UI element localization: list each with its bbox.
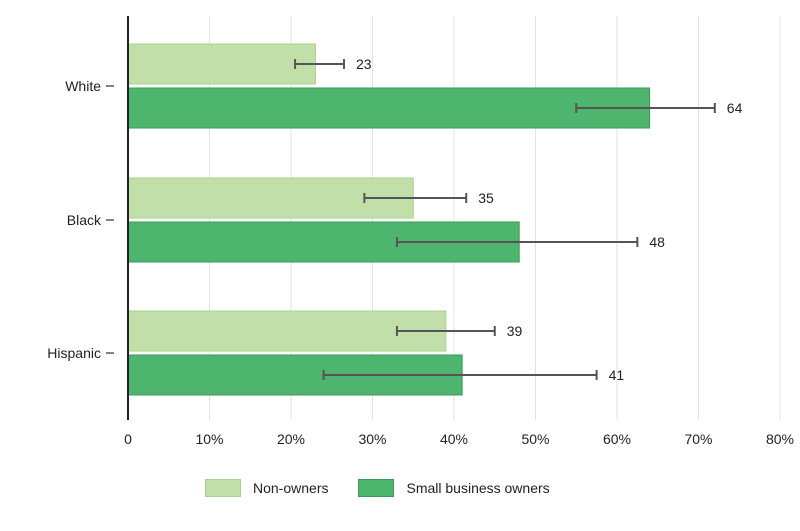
x-tick-label-30: 30% (358, 431, 386, 447)
data-label-white-small-business-owners: 64 (727, 100, 743, 116)
legend-label-small-business-owners: Small business owners (406, 480, 550, 496)
x-tick-label-40: 40% (440, 431, 468, 447)
chart: 23 64 35 48 39 41 White Black Hispanic 0 10% 20% 3… (47, 16, 794, 447)
x-axis: 0 10% 20% 30% 40% 50% 60% 70% 80% (124, 431, 794, 447)
legend-label-non-owners: Non-owners (253, 480, 329, 496)
data-label-white-non-owners: 23 (356, 56, 372, 72)
y-tick-label-hispanic: Hispanic (47, 345, 101, 361)
data-labels: 23 64 35 48 39 41 (356, 56, 743, 383)
x-tick-label-60: 60% (603, 431, 631, 447)
y-tick-label-white: White (65, 78, 101, 94)
legend-swatch-non-owners (205, 479, 241, 497)
data-label-black-small-business-owners: 48 (649, 234, 665, 250)
x-tick-label-50: 50% (521, 431, 549, 447)
x-tick-label-0: 0 (124, 431, 132, 447)
error-bars (294, 59, 716, 380)
y-axis: White Black Hispanic (47, 16, 129, 420)
y-tick-label-black: Black (67, 212, 102, 228)
bar-white-small-business-owners (127, 87, 651, 129)
legend-item-small-business-owners: Small business owners (358, 479, 550, 497)
legend-swatch-small-business-owners (358, 479, 395, 497)
bars (127, 43, 651, 396)
x-tick-label-20: 20% (277, 431, 305, 447)
x-tick-label-70: 70% (684, 431, 712, 447)
legend: Non-owners Small business owners (205, 479, 580, 497)
legend-item-non-owners: Non-owners (205, 479, 328, 497)
x-tick-label-80: 80% (766, 431, 794, 447)
data-label-black-non-owners: 35 (478, 190, 494, 206)
data-label-hispanic-small-business-owners: 41 (609, 367, 625, 383)
data-label-hispanic-non-owners: 39 (507, 323, 523, 339)
bar-white-non-owners (127, 43, 316, 85)
x-tick-label-10: 10% (195, 431, 223, 447)
